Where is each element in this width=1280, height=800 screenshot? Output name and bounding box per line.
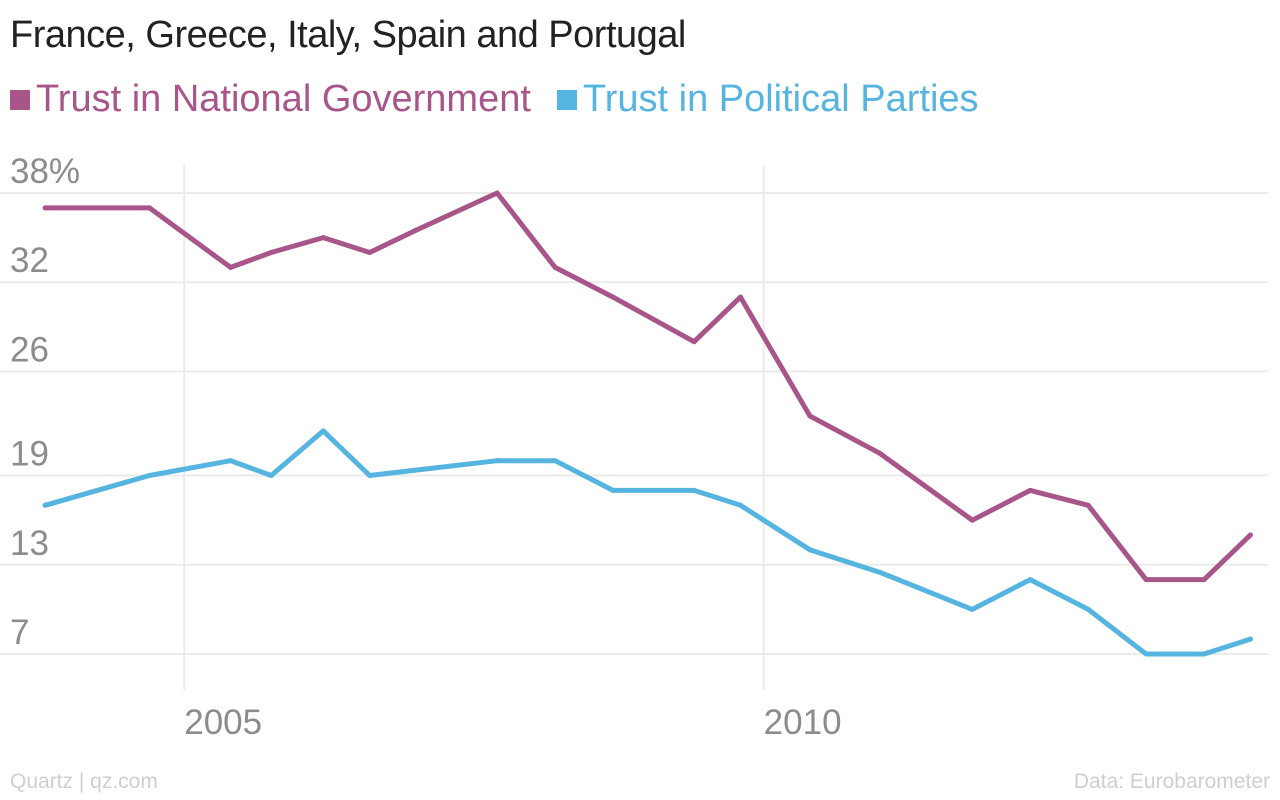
data-point-government	[1201, 577, 1207, 583]
data-point-government	[1143, 577, 1149, 583]
legend: Trust in National Government Trust in Po…	[10, 78, 1005, 121]
data-point-government	[268, 249, 274, 255]
series-line-parties	[42, 428, 1253, 657]
y-tick-label: 19	[10, 435, 49, 474]
data-point-parties	[877, 569, 883, 575]
data-point-government	[738, 294, 744, 300]
data-point-parties	[268, 473, 274, 479]
data-point-parties	[1085, 606, 1091, 612]
data-point-government	[610, 294, 616, 300]
data-point-parties	[494, 458, 500, 464]
legend-swatch-government	[10, 89, 30, 110]
axis-ticks: 38% 32 26 19 13 7 2005 2010	[10, 152, 842, 742]
legend-label-government: Trust in National Government	[36, 78, 531, 120]
data-point-parties	[807, 547, 813, 553]
data-point-government	[146, 205, 152, 211]
data-point-government	[807, 413, 813, 419]
data-point-government	[691, 339, 697, 345]
footer-data-source: Data: Eurobarometer	[1073, 770, 1270, 793]
data-point-government	[494, 190, 500, 196]
data-point-government	[1027, 487, 1033, 493]
data-point-government	[969, 517, 975, 523]
legend-label-parties: Trust in Political Parties	[582, 78, 979, 120]
y-tick-label: 32	[10, 241, 49, 280]
data-point-government	[42, 205, 48, 211]
data-point-parties	[320, 428, 326, 434]
data-point-government	[228, 264, 234, 270]
data-point-parties	[42, 502, 48, 508]
data-point-parties	[691, 487, 697, 493]
legend-item-government: Trust in National Government	[10, 78, 531, 121]
chart-title: France, Greece, Italy, Spain and Portuga…	[10, 14, 686, 56]
data-point-government	[1247, 532, 1253, 538]
data-point-parties	[610, 487, 616, 493]
data-point-government	[413, 227, 419, 233]
data-point-government	[320, 235, 326, 241]
series-line-government	[42, 190, 1253, 583]
data-point-parties	[1143, 651, 1149, 657]
x-tick-label: 2005	[184, 703, 262, 742]
y-tick-label: 7	[10, 613, 29, 652]
data-point-government	[552, 264, 558, 270]
data-point-parties	[969, 606, 975, 612]
data-point-government	[367, 249, 373, 255]
y-tick-label: 26	[10, 330, 49, 369]
gridlines	[0, 165, 1268, 690]
data-point-parties	[146, 473, 152, 479]
data-point-parties	[1247, 636, 1253, 642]
x-tick-label: 2010	[764, 703, 842, 742]
series-lines	[42, 190, 1253, 657]
data-point-government	[1085, 502, 1091, 508]
data-point-parties	[1027, 577, 1033, 583]
data-point-parties	[1201, 651, 1207, 657]
data-point-parties	[228, 458, 234, 464]
data-point-parties	[367, 473, 373, 479]
y-tick-label: 13	[10, 524, 49, 563]
y-tick-label: 38%	[10, 152, 80, 191]
legend-swatch-parties	[556, 89, 577, 110]
footer-credit: Quartz | qz.com	[10, 770, 158, 793]
data-point-parties	[552, 458, 558, 464]
data-point-government	[877, 450, 883, 456]
legend-item-parties: Trust in Political Parties	[556, 78, 979, 121]
data-point-parties	[738, 502, 744, 508]
